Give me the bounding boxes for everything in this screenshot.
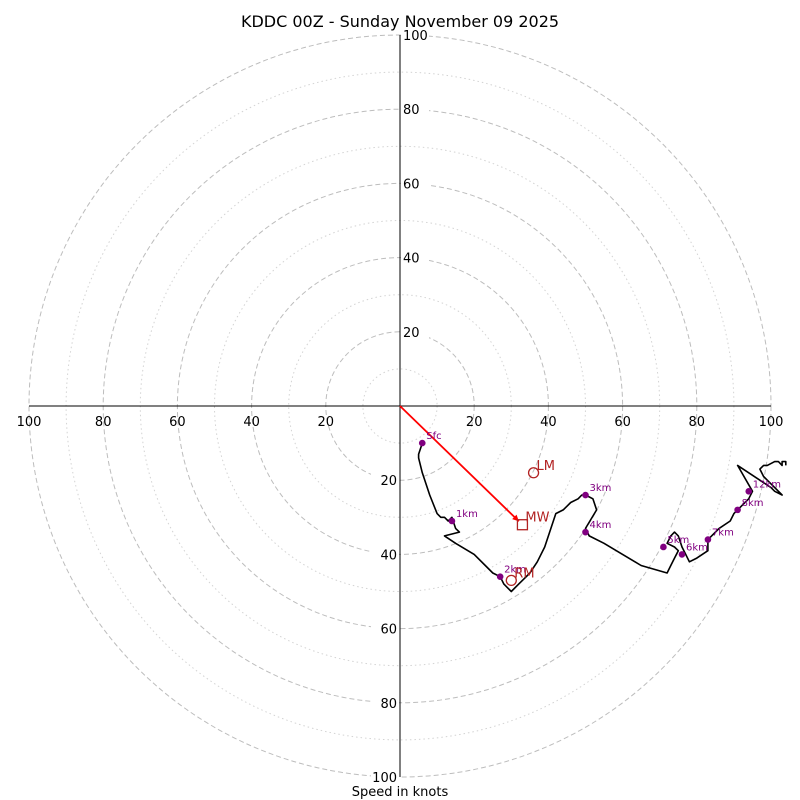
storm-motion-lm-label: LM (537, 459, 555, 474)
tick-label-bg (401, 175, 429, 191)
height-label-5km: 5km (667, 535, 689, 546)
tick-label-bg (401, 101, 429, 117)
tick-labels: 100 80 60 40 20 20 40 60 80 100 20 40 60 80 100 20 40 60 8… (17, 27, 784, 786)
chart-title: KDDC 00Z - Sunday November 09 2025 (241, 12, 559, 31)
tick-label: 40 (243, 415, 260, 430)
storm-motion-lm-marker (527, 467, 540, 479)
storm-motion-rm-label: RM (514, 566, 534, 581)
height-marker-7km (704, 536, 712, 543)
tick-label: 20 (318, 415, 335, 430)
tick-label-bg (371, 546, 399, 562)
tick-label: 20 (403, 326, 420, 341)
tick-label: 20 (380, 474, 397, 489)
tick-label: 40 (403, 252, 420, 267)
tick-label: 60 (380, 623, 397, 638)
storm-motion-rm-marker (505, 574, 517, 587)
storm-motion-mw-marker (516, 519, 529, 531)
height-marker-1km (448, 517, 456, 525)
tick-label: 20 (466, 415, 483, 430)
tick-label: 100 (759, 415, 784, 430)
height-marker-2km (496, 573, 504, 580)
tick-label: 40 (380, 548, 397, 563)
tick-label-bg (401, 27, 429, 42)
height-marker-6km (678, 551, 686, 558)
tick-label: 40 (540, 415, 557, 430)
tick-label-bg (371, 620, 399, 636)
tick-label: 60 (403, 177, 420, 192)
height-label-1km: 1km (456, 509, 478, 520)
tick-label: 60 (614, 415, 631, 430)
tick-label-bg (371, 472, 399, 488)
height-marker-12km (745, 488, 753, 495)
tick-label-bg (371, 694, 399, 710)
height-label-4km: 4km (590, 520, 612, 531)
tick-label: 100 (403, 29, 428, 44)
tick-label: 60 (169, 415, 186, 430)
height-marker-4km (582, 528, 589, 536)
hodograph-trace (417, 442, 787, 593)
tick-label: 80 (689, 415, 706, 430)
tick-label: 100 (372, 771, 397, 786)
height-label-12km: 12km (753, 479, 781, 490)
tick-label: 80 (403, 103, 420, 118)
tick-label: 80 (95, 415, 112, 430)
storm-motion-mw-label: MW (525, 511, 549, 526)
tick-label: 100 (17, 415, 42, 430)
tick-label-bg (401, 323, 429, 339)
tick-label-bg (371, 769, 399, 784)
height-label-6km: 6km (686, 542, 708, 553)
height-marker-8km (734, 506, 741, 514)
mean-wind-vector-group (399, 405, 520, 522)
height-label-sfc: Sfc (426, 431, 441, 442)
x-axis-label: Speed in knots (352, 785, 449, 800)
height-label-2km: 2km (504, 565, 526, 576)
tick-label: 80 (380, 697, 397, 712)
mean-wind-vector (399, 405, 520, 522)
height-marker-sfc (418, 439, 426, 447)
height-marker-5km (660, 543, 667, 551)
tick-label-bg (401, 249, 429, 265)
height-marker-3km (582, 491, 589, 499)
height-label-7km: 7km (712, 528, 734, 539)
height-label-3km: 3km (590, 483, 612, 494)
height-label-8km: 8km (742, 498, 764, 509)
storm-motion-markers: LM MW RM (505, 459, 555, 587)
